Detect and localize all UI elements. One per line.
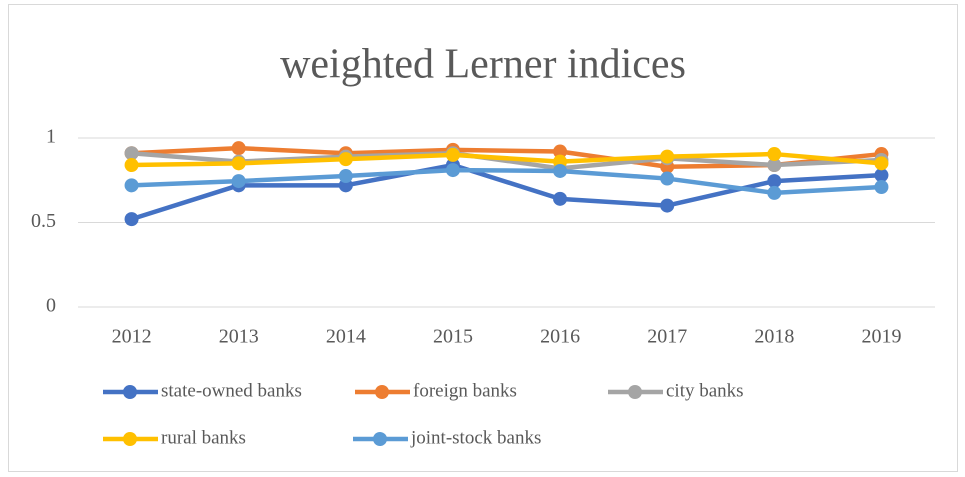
legend-marker <box>123 432 137 446</box>
legend-label: foreign banks <box>413 380 517 401</box>
data-point <box>231 141 246 156</box>
legend-label: state-owned banks <box>161 380 302 401</box>
data-point <box>338 169 353 184</box>
chart-title: weighted Lerner indices <box>280 42 686 88</box>
data-point <box>660 149 675 164</box>
data-point <box>767 185 782 200</box>
data-point <box>445 163 460 178</box>
x-tick-label: 2013 <box>219 326 259 348</box>
data-point <box>660 198 675 213</box>
data-point <box>767 174 782 189</box>
data-point <box>124 212 139 227</box>
y-tick-label: 0.5 <box>31 210 56 232</box>
x-tick-label: 2015 <box>433 326 473 348</box>
data-point <box>553 144 568 159</box>
data-point <box>124 178 139 193</box>
data-point <box>338 152 353 167</box>
legend-label: joint-stock banks <box>410 427 541 448</box>
data-point <box>767 158 782 173</box>
x-tick-label: 2016 <box>540 326 580 348</box>
series-line <box>131 167 882 196</box>
x-tick-label: 2012 <box>112 326 152 348</box>
x-tick-label: 2014 <box>326 326 366 348</box>
legend-marker <box>628 385 642 399</box>
data-point <box>660 171 675 186</box>
data-point <box>231 156 246 171</box>
data-point <box>231 174 246 189</box>
data-point <box>553 163 568 178</box>
y-tick-label: 0 <box>46 295 56 317</box>
legend-label: rural banks <box>161 427 246 448</box>
data-point <box>767 147 782 162</box>
data-point <box>874 156 889 171</box>
x-tick-label: 2018 <box>754 326 794 348</box>
legend-marker <box>123 385 137 399</box>
legend-label: city banks <box>666 380 744 401</box>
data-point <box>124 146 139 161</box>
series-line <box>131 151 882 168</box>
data-point <box>874 180 889 195</box>
x-tick-label: 2019 <box>861 326 901 348</box>
legend-marker <box>375 385 389 399</box>
chart-border <box>8 4 958 472</box>
x-tick-label: 2017 <box>647 326 687 348</box>
legend-marker <box>373 432 387 446</box>
data-point <box>874 168 889 183</box>
y-tick-label: 1 <box>46 126 56 148</box>
series-line <box>130 162 882 222</box>
data-point <box>124 158 139 173</box>
data-point <box>553 191 568 206</box>
data-point <box>445 147 460 162</box>
